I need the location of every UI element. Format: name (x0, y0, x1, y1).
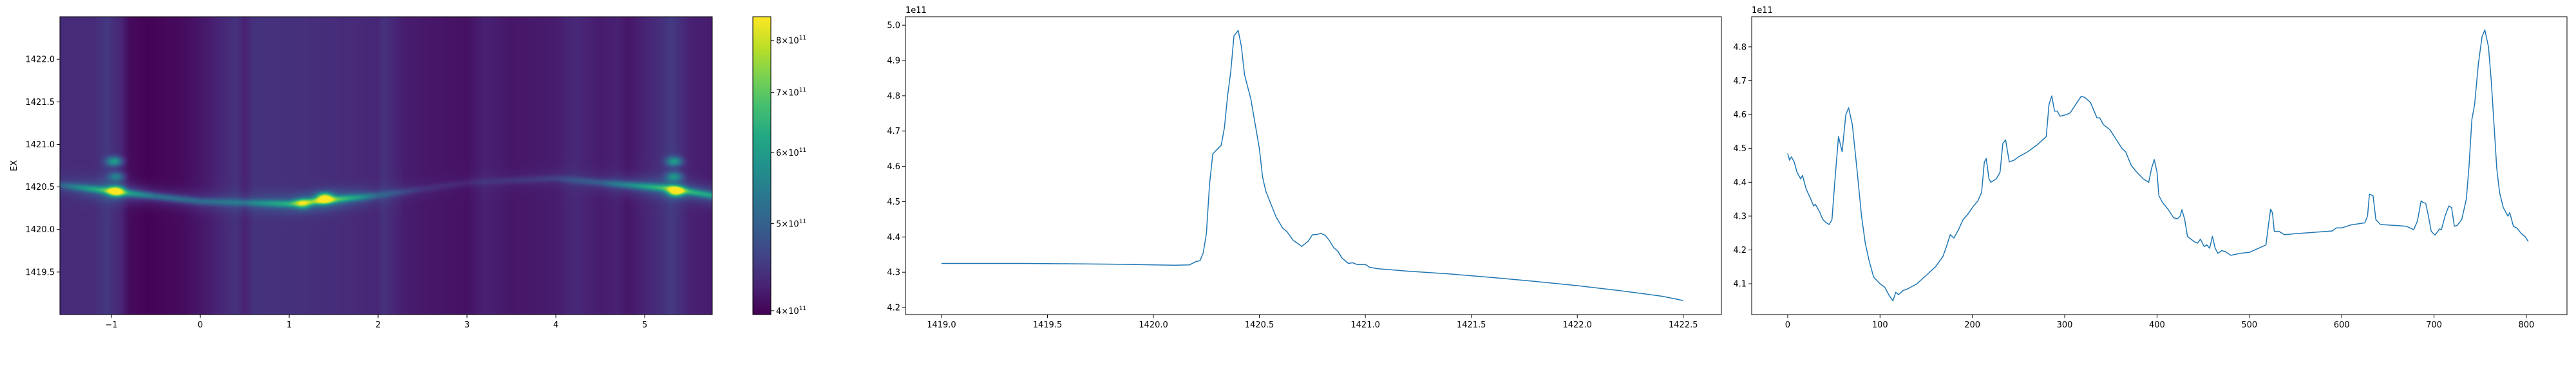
colorbar: 4×1011 5×1011 6×1011 7×1011 8×1011 (752, 16, 806, 317)
x-tick-label: 800 (2519, 320, 2535, 330)
x-tick-label: 1419.5 (1033, 320, 1063, 330)
x-tick-label: 200 (1964, 320, 1980, 330)
y-tick-label: 5.0 (887, 21, 900, 31)
y-tick-label: 4.6 (1733, 111, 1747, 120)
series-line (1787, 29, 2529, 302)
y-tick-label: 1421.0 (26, 140, 55, 150)
x-tick-label: 5 (642, 320, 647, 330)
x-tick-label: 1422.0 (1562, 320, 1592, 330)
y-tick-label: 4.9 (887, 57, 900, 66)
x-tick-label: 3 (464, 320, 469, 330)
axes-1: −1 0 1 2 3 4 5 1419.5 1420.0 1420.5 1421.0 1421.5 14… (10, 16, 713, 330)
x-tick-label: 500 (2241, 320, 2257, 330)
x-tick-label: 4 (553, 320, 558, 330)
y-tick-label: 1420.0 (26, 225, 55, 235)
series-line (941, 30, 1683, 301)
y-tick-label: 4.4 (1733, 178, 1747, 188)
x-tick-label: 600 (2334, 320, 2350, 330)
y-tick-label: 4.8 (1733, 42, 1747, 52)
x-tick-label: 1420.5 (1245, 320, 1274, 330)
y-tick-label: 4.2 (887, 304, 900, 313)
axes-2: 1419.0 1419.5 1420.0 1420.5 1421.0 1421.5 1422… (887, 6, 1722, 330)
x-tick-label: 100 (1872, 320, 1888, 330)
colorbar-tick-label: 5×1011 (776, 219, 806, 230)
axes-frame (905, 16, 1722, 315)
x-tick-label: 0 (198, 320, 203, 330)
y-tick-label: 1421.5 (26, 98, 55, 107)
x-tick-label: 0 (1785, 320, 1790, 330)
y-tick-label: 4.7 (1733, 77, 1747, 86)
x-tick-label: 1421.5 (1457, 320, 1486, 330)
axes-frame (59, 16, 713, 315)
y-tick-label: 4.5 (887, 198, 900, 207)
colorbar-tick-label: 8×1011 (776, 35, 806, 46)
axis-offset-text: 1e11 (905, 6, 927, 15)
axes-frame (1751, 16, 2568, 315)
y-tick-label: 4.3 (1733, 212, 1747, 221)
y-tick-label: 4.5 (1733, 144, 1747, 154)
x-tick-label: 300 (2057, 320, 2073, 330)
x-tick-label: 1421.0 (1350, 320, 1380, 330)
y-tick-label: 4.3 (887, 268, 900, 278)
y-tick-label: 1419.5 (26, 268, 55, 277)
y-tick-label: 4.6 (887, 162, 900, 172)
x-tick-label: 1 (287, 320, 292, 330)
heatmap-image (60, 17, 712, 315)
axes-3: 0 100 200 300 400 500 600 700 800 4.1 4.2 4.3 4.4 4.5… (1733, 6, 2568, 330)
x-tick-label: 1419.0 (927, 320, 956, 330)
y-axis-label: EX (10, 160, 19, 171)
colorbar-frame (752, 16, 772, 315)
colorbar-tick-label: 7×1011 (776, 87, 806, 98)
y-tick-label: 4.2 (1733, 246, 1747, 255)
y-tick-label: 1422.0 (26, 55, 55, 65)
y-tick-label: 4.1 (1733, 280, 1747, 290)
axis-offset-text: 1e11 (1752, 6, 1773, 15)
x-tick-label: 1422.5 (1669, 320, 1698, 330)
y-tick-label: 1420.5 (26, 183, 55, 192)
colorbar-tick-label: 4×1011 (776, 306, 806, 317)
y-tick-label: 4.4 (887, 233, 900, 243)
x-tick-label: 2 (375, 320, 381, 330)
y-tick-label: 4.8 (887, 91, 900, 101)
x-tick-label: 400 (2149, 320, 2165, 330)
x-tick-label: −1 (105, 320, 117, 330)
colorbar-tick-label: 6×1011 (776, 147, 806, 158)
x-tick-label: 700 (2426, 320, 2442, 330)
colorbar-gradient (753, 17, 771, 315)
y-tick-label: 4.7 (887, 127, 900, 136)
x-tick-label: 1420.0 (1139, 320, 1168, 330)
